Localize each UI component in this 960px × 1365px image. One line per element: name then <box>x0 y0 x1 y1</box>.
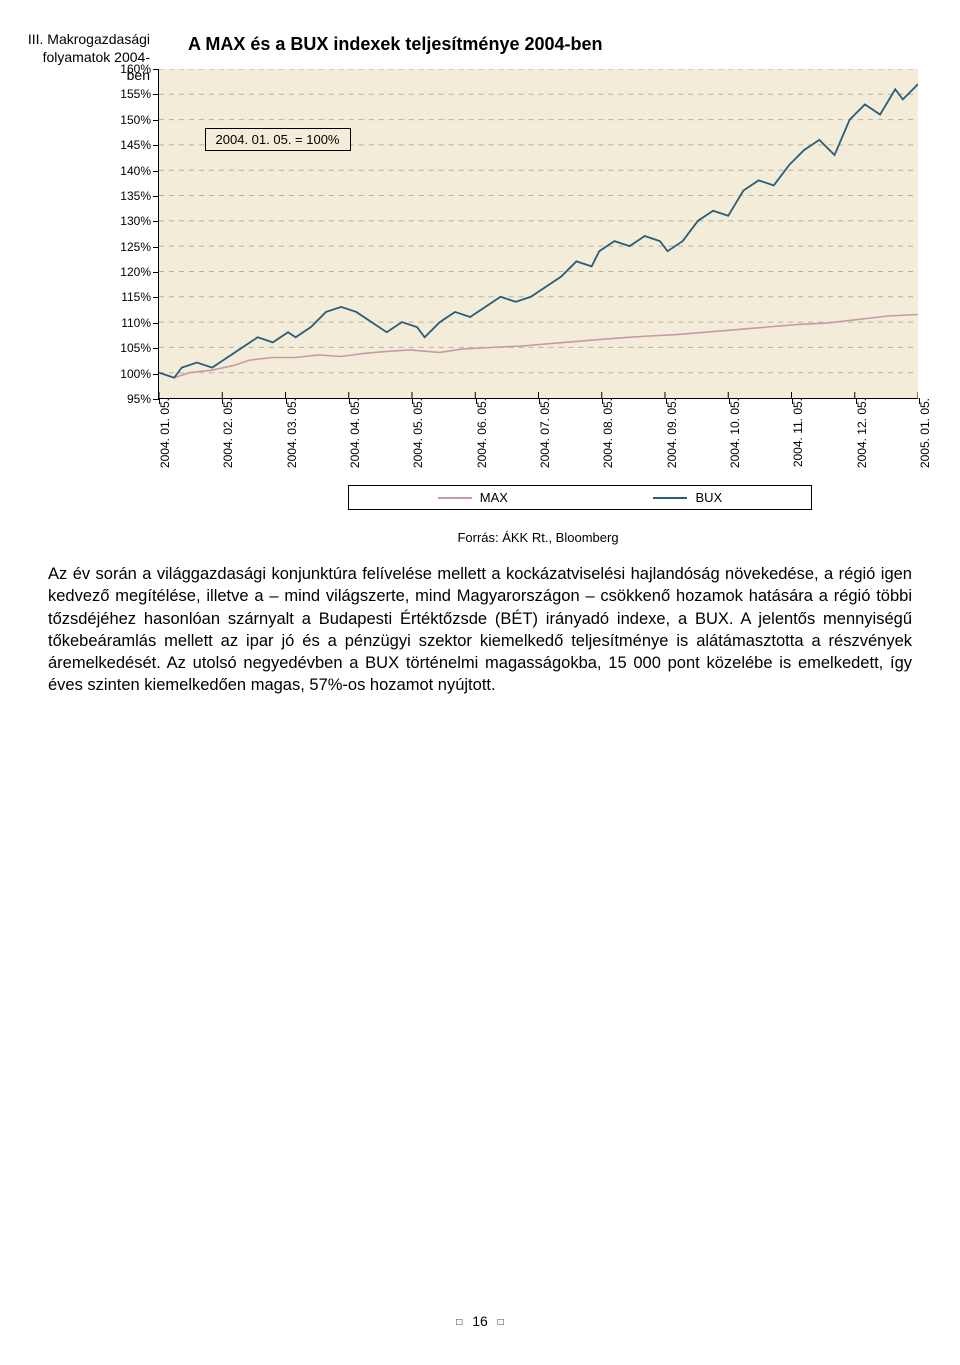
x-axis-label: 2004. 07. 05. <box>526 398 552 480</box>
x-axis-label: 2004. 04. 05. <box>336 398 362 480</box>
x-axis-label: 2004. 03. 05. <box>273 398 299 480</box>
legend-item-bux: BUX <box>653 490 722 505</box>
chart-source: Forrás: ÁKK Rt., Bloomberg <box>158 530 918 545</box>
legend-label: MAX <box>480 490 508 505</box>
x-axis-label: 2004. 08. 05. <box>589 398 615 480</box>
y-axis-tick <box>153 221 159 222</box>
chart-title: A MAX és a BUX indexek teljesítménye 200… <box>158 30 918 69</box>
chart-plot-area: 2004. 01. 05. = 100% 95%100%105%110%115%… <box>158 69 918 399</box>
page: III. Makrogazdasági folyamatok 2004-ben … <box>0 0 960 1365</box>
x-axis-label: 2004. 12. 05. <box>843 398 869 480</box>
y-axis-tick <box>153 323 159 324</box>
x-axis-label: 2004. 02. 05. <box>209 398 235 480</box>
chart-note-box: 2004. 01. 05. = 100% <box>205 128 351 151</box>
page-number: 16 <box>472 1313 488 1329</box>
x-axis-label: 2004. 11. 05. <box>779 398 805 479</box>
legend-swatch <box>653 497 687 499</box>
x-axis-label: 2004. 01. 05. <box>146 398 172 480</box>
y-axis-tick <box>153 196 159 197</box>
x-axis-label: 2004. 09. 05. <box>653 398 679 480</box>
chart-container: A MAX és a BUX indexek teljesítménye 200… <box>158 30 918 399</box>
chart-svg <box>159 69 918 398</box>
x-axis-label: 2004. 10. 05. <box>716 398 742 480</box>
sidebar-line1: III. Makrogazdasági <box>28 31 150 47</box>
footer-square-icon: □ <box>492 1317 510 1328</box>
y-axis-tick <box>153 374 159 375</box>
chart-series-max <box>159 314 918 377</box>
y-axis-tick <box>153 145 159 146</box>
chart-legend: MAX BUX <box>348 485 812 510</box>
footer-square-icon: □ <box>450 1317 468 1328</box>
x-axis-label: 2004. 06. 05. <box>463 398 489 480</box>
y-axis-tick <box>153 120 159 121</box>
sidebar-section-label: III. Makrogazdasági folyamatok 2004-ben <box>20 30 150 85</box>
y-axis-tick <box>153 297 159 298</box>
legend-label: BUX <box>695 490 722 505</box>
y-axis-tick <box>153 171 159 172</box>
x-axis-label: 2005. 01. 05. <box>906 398 932 480</box>
legend-item-max: MAX <box>438 490 508 505</box>
page-footer: □ 16 □ <box>0 1313 960 1329</box>
y-axis-tick <box>153 247 159 248</box>
y-axis-tick <box>153 272 159 273</box>
y-axis-tick <box>153 348 159 349</box>
legend-swatch <box>438 497 472 499</box>
x-axis-label: 2004. 05. 05. <box>399 398 425 480</box>
body-paragraph: Az év során a világgazdasági konjunktúra… <box>48 563 912 697</box>
y-axis-tick <box>153 69 159 70</box>
y-axis-tick <box>153 94 159 95</box>
